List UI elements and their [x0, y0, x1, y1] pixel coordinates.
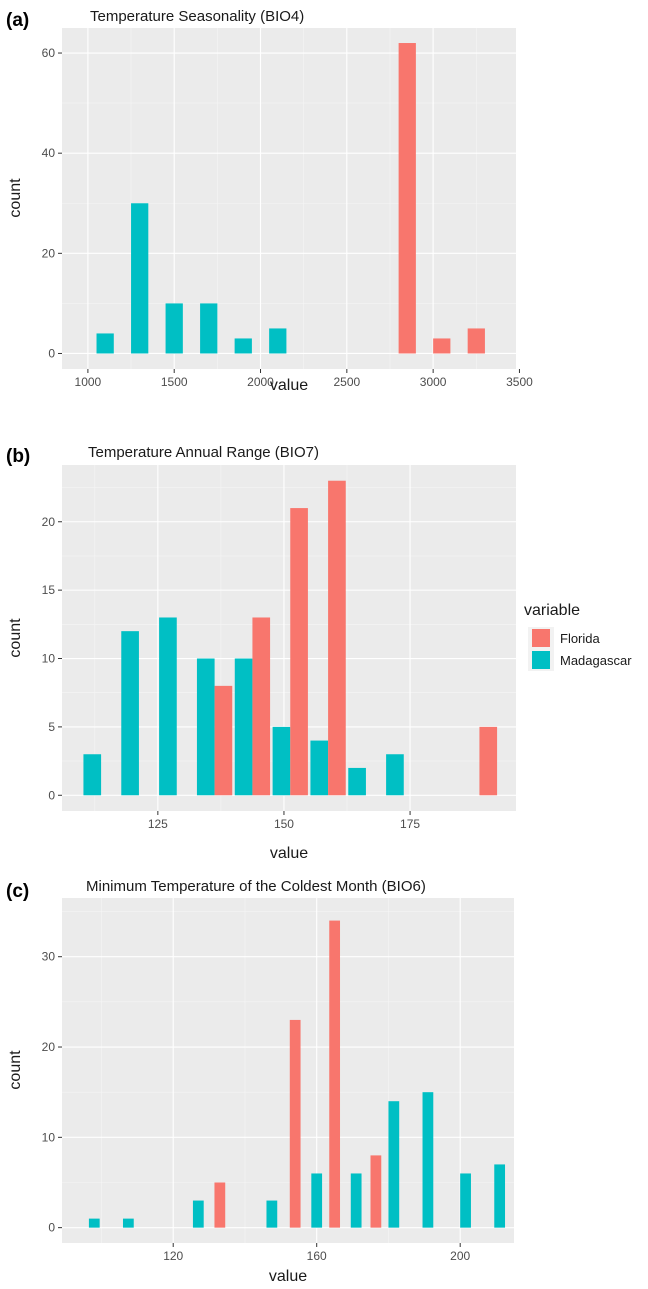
bar-madagascar: [269, 328, 287, 354]
legend: variable Florida Madagascar: [524, 602, 632, 671]
panel-label-a: (a): [6, 10, 29, 31]
bar-madagascar: [234, 658, 253, 796]
bar-florida: [329, 920, 341, 1228]
bar-madagascar: [272, 726, 291, 796]
bars-a: [96, 43, 485, 354]
y-tick-label: 5: [48, 720, 55, 734]
y-axis-label-a: count: [7, 178, 24, 218]
bar-florida: [252, 617, 271, 796]
bar-madagascar: [234, 338, 252, 354]
legend-label-madagascar: Madagascar: [560, 653, 632, 668]
bars-c: [88, 920, 506, 1228]
bar-madagascar: [200, 303, 218, 354]
bar-madagascar: [88, 1218, 100, 1228]
bar-florida: [467, 328, 485, 354]
chart-title-c: Minimum Temperature of the Coldest Month…: [86, 878, 426, 895]
bar-florida: [214, 1182, 226, 1228]
ticks-c: 120 160 200 0 10 20 30: [42, 950, 471, 1263]
x-tick-label: 1500: [161, 375, 188, 389]
y-tick-label: 60: [42, 46, 56, 60]
legend-swatch-florida: [532, 629, 550, 647]
x-axis-label-c: value: [269, 1268, 307, 1285]
chart-c: (c) Minimum Temperature of the Coldest M…: [6, 878, 514, 1285]
bar-florida: [289, 1019, 301, 1228]
bar-madagascar: [196, 658, 215, 796]
x-tick-label: 160: [307, 1249, 327, 1263]
bar-madagascar: [122, 1218, 134, 1228]
bar-madagascar: [192, 1200, 204, 1228]
bar-madagascar: [83, 754, 102, 796]
bar-madagascar: [494, 1164, 506, 1228]
bar-madagascar: [165, 303, 183, 354]
y-axis-label-c: count: [7, 1050, 24, 1090]
bar-madagascar: [460, 1173, 471, 1228]
chart-title-b: Temperature Annual Range (BIO7): [88, 444, 319, 461]
bar-florida: [290, 508, 308, 796]
bar-madagascar: [311, 1173, 323, 1228]
ticks-b: 125 150 175 0 5 10 15 20: [42, 515, 421, 831]
x-axis-label-a: value: [270, 377, 308, 394]
y-axis-label-b: count: [7, 618, 24, 658]
y-tick-label: 20: [42, 515, 56, 529]
panel-label-b: (b): [6, 446, 30, 467]
x-axis-label-b: value: [270, 845, 308, 862]
bar-madagascar: [388, 1101, 400, 1228]
bar-madagascar: [96, 333, 114, 354]
y-tick-label: 0: [48, 788, 55, 802]
bar-madagascar: [350, 1173, 362, 1228]
bar-florida: [479, 726, 498, 796]
bar-madagascar: [159, 617, 177, 796]
chart-title-a: Temperature Seasonality (BIO4): [90, 8, 304, 25]
chart-a: (a) Temperature Seasonality (BIO4) 1000 1…: [6, 8, 533, 394]
bar-madagascar: [310, 740, 329, 796]
bar-florida: [398, 43, 416, 354]
y-tick-label: 20: [42, 1040, 56, 1054]
x-tick-label: 120: [163, 1249, 183, 1263]
y-tick-label: 15: [42, 583, 56, 597]
bar-madagascar: [348, 767, 366, 796]
ticks-a: 1000 1500 2000 2500 3000 3500 0 20 40 60: [42, 46, 533, 389]
x-tick-label: 2500: [333, 375, 360, 389]
bar-madagascar: [131, 203, 149, 354]
bar-madagascar: [386, 754, 404, 796]
bar-madagascar: [121, 631, 139, 796]
bars-b: [83, 480, 498, 796]
bar-florida: [328, 480, 346, 796]
chart-b: (b) Temperature Annual Range (BIO7) 125 1…: [6, 444, 516, 862]
x-tick-label: 125: [148, 817, 168, 831]
bar-florida: [214, 685, 233, 796]
x-tick-label: 2000: [247, 375, 274, 389]
bar-madagascar: [266, 1200, 278, 1228]
panel-bg-a: [62, 28, 516, 369]
y-tick-label: 0: [48, 346, 55, 360]
bar-florida: [433, 338, 451, 354]
panel-label-c: (c): [6, 881, 29, 902]
y-tick-label: 40: [42, 146, 56, 160]
bar-florida: [370, 1155, 382, 1228]
y-tick-label: 30: [42, 950, 56, 964]
x-tick-label: 200: [450, 1249, 470, 1263]
y-tick-label: 10: [42, 1130, 56, 1144]
y-tick-label: 0: [48, 1221, 55, 1235]
x-tick-label: 1000: [75, 375, 102, 389]
bar-madagascar: [422, 1092, 434, 1228]
y-tick-label: 20: [42, 246, 56, 260]
legend-label-florida: Florida: [560, 631, 601, 646]
y-tick-label: 10: [42, 652, 56, 666]
panel-bg-c: [62, 898, 514, 1243]
legend-title: variable: [524, 602, 580, 619]
x-tick-label: 3000: [420, 375, 447, 389]
x-tick-label: 3500: [506, 375, 533, 389]
x-tick-label: 175: [400, 817, 420, 831]
x-tick-label: 150: [274, 817, 294, 831]
legend-swatch-madagascar: [532, 651, 550, 669]
